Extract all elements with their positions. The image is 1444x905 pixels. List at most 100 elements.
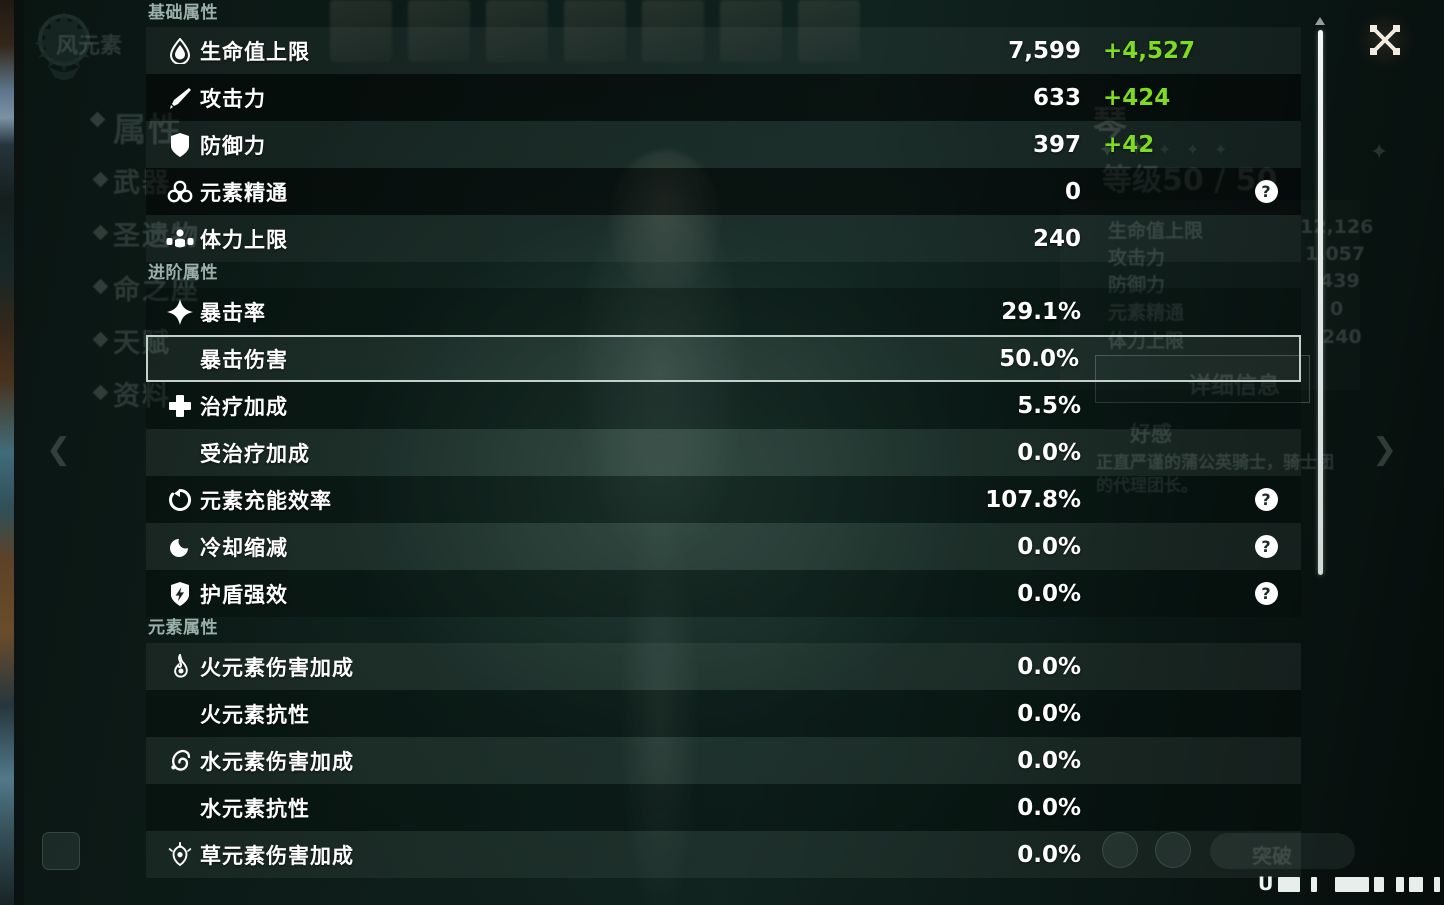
scrollbar-thumb[interactable] [1318, 30, 1323, 575]
stat-label: 水元素伤害加成 [200, 749, 354, 774]
healing-cross-icon [160, 394, 200, 418]
watermark-redaction-block [1311, 876, 1318, 892]
close-x-arrows-icon [1370, 25, 1400, 55]
background-left-color-strip [0, 0, 14, 905]
background-detail-info-label: 详细信息 [1188, 373, 1280, 399]
stat-row-pyro-resistance[interactable]: 火元素抗性 0.0% [146, 690, 1301, 737]
background-character-figure [500, 120, 820, 905]
background-menu-item-artifacts[interactable]: 圣遗物 [113, 221, 200, 252]
stat-help-button[interactable]: ? [1231, 488, 1301, 511]
stat-help-button[interactable]: ? [1231, 180, 1301, 203]
stat-row-crit-rate[interactable]: 暴击率 29.1% [146, 288, 1301, 335]
defense-shield-icon [160, 132, 200, 158]
background-menu-item-constellation[interactable]: 命之座 [113, 275, 200, 306]
background-element-label: 风元素 [56, 34, 123, 59]
stat-value: 633 [1032, 84, 1081, 111]
background-action-button[interactable] [1155, 832, 1191, 868]
background-party-thumbnail [486, 0, 548, 62]
background-mini-stat-label: 生命值上限 [1108, 220, 1204, 242]
stat-row-attack[interactable]: 攻击力 633 +424 [146, 74, 1301, 121]
background-party-thumbnail [798, 0, 860, 62]
stat-row-max-stamina[interactable]: 体力上限 240 [146, 215, 1301, 262]
hp-droplet-icon [160, 37, 200, 64]
stat-row-hydro-dmg-bonus[interactable]: 水元素伤害加成 0.0% [146, 737, 1301, 784]
background-menu-item-profile[interactable]: 资料 [113, 381, 171, 412]
stat-value: 7,599 [1008, 37, 1081, 64]
stat-row-shield-strength[interactable]: 护盾强效 0.0% ? [146, 570, 1301, 617]
background-next-arrow-icon[interactable]: ❯ [1372, 432, 1398, 467]
background-rarity-star: ✦ [1214, 140, 1228, 159]
stat-row-elemental-mastery[interactable]: 元素精通 0 ? [146, 168, 1301, 215]
crit-rate-star-icon [160, 298, 200, 325]
scroll-up-arrow-icon[interactable] [1315, 17, 1325, 25]
stat-row-dendro-dmg-bonus[interactable]: 草元素伤害加成 0.0% [146, 831, 1301, 878]
stat-value: 0.0% [1017, 580, 1081, 607]
attributes-scrollbar[interactable] [1315, 17, 1325, 575]
stat-row-defense[interactable]: 防御力 397 +42 [146, 121, 1301, 168]
section-title-advanced: 进阶属性 [148, 263, 218, 283]
watermark-prefix: U [1258, 873, 1274, 895]
background-rarity-star: ✦ [1158, 140, 1172, 159]
stat-row-incoming-healing[interactable]: 受治疗加成 0.0% [146, 429, 1301, 476]
watermark: U [1258, 873, 1444, 895]
section-elemental-rows: 火元素伤害加成 0.0% 火元素抗性 0.0% 水元素伤害加成 0.0% [146, 643, 1301, 878]
watermark-redaction-block [1409, 876, 1424, 892]
stat-value: 0.0% [1017, 794, 1081, 821]
elemental-mastery-icon [160, 180, 200, 204]
background-rarity-star: ✦ [1186, 140, 1200, 159]
background-ascend-button[interactable] [1210, 833, 1355, 869]
section-basic-rows: 生命值上限 7,599 +4,527 攻击力 633 +424 防御力 39 [146, 27, 1301, 262]
background-left-shadow-strip [14, 0, 24, 905]
background-ascend-label: 突破 [1252, 844, 1292, 868]
stat-value: 0 [1064, 178, 1081, 205]
background-menu-item-attributes[interactable]: 属性 [113, 110, 183, 149]
question-mark-icon: ? [1254, 582, 1278, 605]
background-affinity-label: 好感 [1130, 422, 1172, 446]
stat-row-cooldown-reduction[interactable]: 冷却缩减 0.0% ? [146, 523, 1301, 570]
stat-row-crit-damage[interactable]: 暴击伤害 50.0% [146, 335, 1301, 382]
background-party-thumbnails [330, 0, 950, 62]
stat-value: 0.0% [1017, 439, 1081, 466]
stat-label: 草元素伤害加成 [200, 843, 354, 868]
stat-value: 5.5% [1017, 392, 1081, 419]
background-prev-arrow-icon[interactable]: ❮ [46, 432, 72, 467]
dendro-icon [160, 841, 200, 868]
stat-label: 攻击力 [200, 86, 266, 111]
stat-row-max-hp[interactable]: 生命值上限 7,599 +4,527 [146, 27, 1301, 74]
stat-row-hydro-resistance[interactable]: 水元素抗性 0.0% [146, 784, 1301, 831]
background-rarity-star: ✦ [1127, 136, 1146, 161]
background-character-head [610, 150, 720, 290]
background-party-thumbnail [642, 0, 704, 62]
stat-value: 107.8% [985, 486, 1081, 513]
background-detail-info-button[interactable] [1095, 355, 1310, 403]
background-character-name: 琴 [1093, 104, 1127, 144]
attributes-scroll-panel[interactable]: 基础属性 生命值上限 7,599 +4,527 攻击力 633 +424 [146, 0, 1301, 905]
stat-row-healing-bonus[interactable]: 治疗加成 5.5% [146, 382, 1301, 429]
background-action-button[interactable] [1102, 832, 1138, 868]
stat-label: 暴击伤害 [200, 347, 288, 372]
background-grid-button[interactable] [42, 832, 80, 870]
watermark-redaction-block [1335, 876, 1370, 892]
stat-label: 火元素抗性 [200, 702, 310, 727]
stamina-icon [160, 228, 200, 250]
background-mini-stat-value: 240 [1322, 326, 1362, 348]
watermark-redaction-block [1278, 876, 1301, 892]
section-title-basic: 基础属性 [148, 3, 218, 23]
stat-value: 397 [1032, 131, 1081, 158]
stat-help-button[interactable]: ? [1231, 535, 1301, 558]
background-menu-item-weapon[interactable]: 武器 [113, 168, 171, 199]
background-party-thumbnail [564, 0, 626, 62]
background-menu-item-talents[interactable]: 天赋 [113, 328, 171, 359]
stat-label: 受治疗加成 [200, 441, 310, 466]
question-mark-icon: ? [1254, 488, 1278, 511]
stat-bonus: +4,527 [1103, 37, 1196, 64]
background-mini-stat-label: 防御力 [1108, 274, 1166, 296]
stat-row-energy-recharge[interactable]: 元素充能效率 107.8% ? [146, 476, 1301, 523]
stat-value: 50.0% [999, 345, 1079, 372]
pyro-icon [160, 653, 200, 680]
background-party-thumbnail [720, 0, 782, 62]
close-button[interactable] [1357, 12, 1413, 68]
stat-row-pyro-dmg-bonus[interactable]: 火元素伤害加成 0.0% [146, 643, 1301, 690]
stat-help-button[interactable]: ? [1231, 582, 1301, 605]
